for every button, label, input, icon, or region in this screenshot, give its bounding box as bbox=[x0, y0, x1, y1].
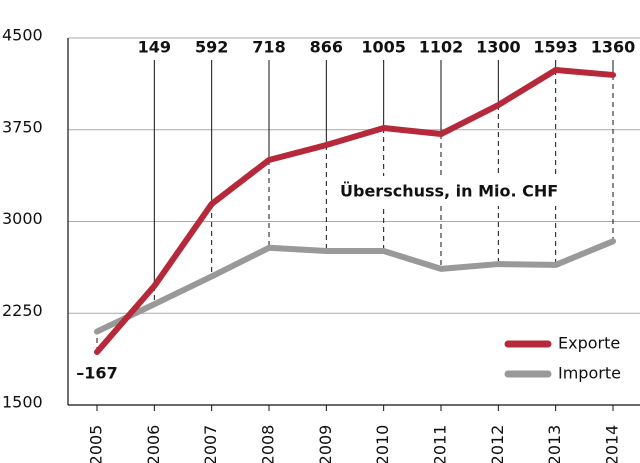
surplus-label: 1005 bbox=[361, 38, 406, 57]
x-tick-label: 2011 bbox=[431, 425, 450, 463]
x-tick-label: 2014 bbox=[603, 425, 622, 463]
line bbox=[94, 67, 616, 356]
annotation-bg bbox=[335, 176, 605, 206]
surplus-label: 1102 bbox=[419, 38, 464, 57]
surplus-label: 1300 bbox=[476, 38, 521, 57]
x-tick-label: 2012 bbox=[488, 425, 507, 463]
y-tick-label: 3750 bbox=[2, 117, 43, 136]
y-tick-label: 3000 bbox=[2, 209, 43, 228]
y-tick-label: 2250 bbox=[2, 301, 43, 320]
y-tick-label: 4500 bbox=[2, 26, 43, 45]
legend-label: Exporte bbox=[558, 334, 620, 353]
surplus-label: 592 bbox=[195, 38, 228, 57]
line bbox=[94, 238, 616, 335]
x-tick-label: 2008 bbox=[259, 425, 278, 463]
surplus-label: –167 bbox=[76, 364, 117, 383]
x-tick-label: 2007 bbox=[201, 425, 220, 463]
surplus-label: 866 bbox=[310, 38, 343, 57]
annotation: Überschuss, in Mio. CHF bbox=[340, 182, 558, 201]
surplus-label: 1593 bbox=[533, 38, 578, 57]
x-tick-label: 2006 bbox=[144, 425, 163, 463]
surplus-label: 149 bbox=[138, 38, 171, 57]
x-tick-label: 2010 bbox=[373, 425, 392, 463]
y-tick-label: 1500 bbox=[2, 393, 43, 412]
surplus-label: 1360 bbox=[591, 38, 636, 57]
x-tick-label: 2013 bbox=[545, 425, 564, 463]
x-tick-label: 2009 bbox=[316, 425, 335, 463]
x-tick-label: 2005 bbox=[87, 425, 106, 463]
legend-label: Importe bbox=[558, 364, 621, 383]
surplus-label: 718 bbox=[252, 38, 285, 57]
